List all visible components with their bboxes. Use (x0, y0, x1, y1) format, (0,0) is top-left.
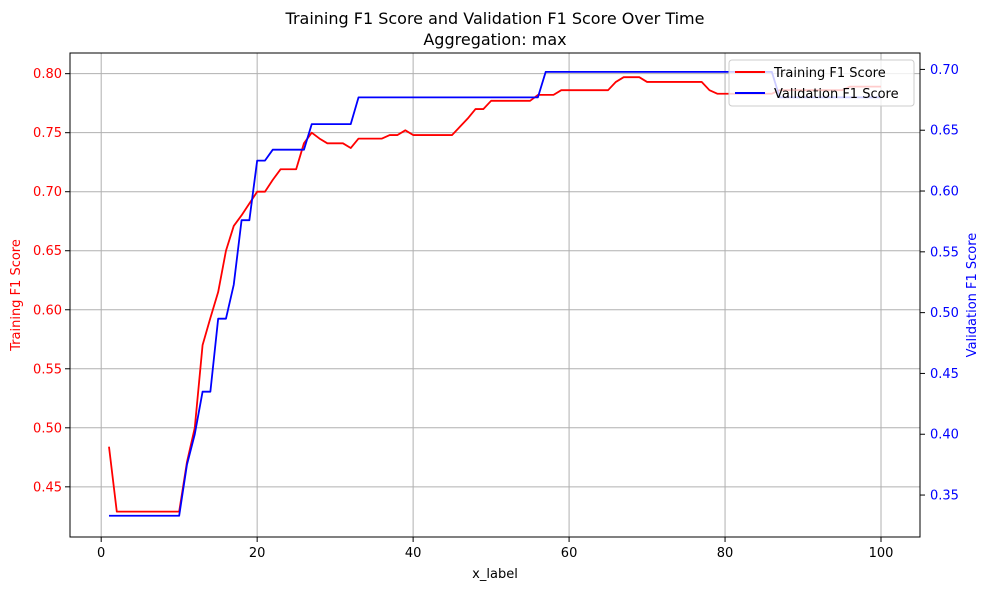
y-left-tick-label: 0.50 (33, 421, 62, 436)
x-axis-label: x_label (472, 567, 518, 582)
legend-box (728, 59, 915, 107)
y-axis-right-label: Validation F1 Score (965, 233, 980, 358)
x-tick-label: 100 (869, 546, 894, 561)
y-axis-left-label: Training F1 Score (9, 239, 24, 352)
y-left-tick-label: 0.55 (33, 362, 62, 377)
y-left-tick-label: 0.65 (33, 244, 62, 259)
y-left-tick-label: 0.45 (33, 480, 62, 495)
x-tick-label: 40 (405, 546, 422, 561)
y-left-tick-label: 0.60 (33, 303, 62, 318)
x-tick-label: 60 (561, 546, 578, 561)
y-right-tick-label: 0.45 (930, 367, 959, 382)
y-axis-right: 0.35 0.40 0.45 0.50 0.55 0.60 0.65 0.70 (920, 63, 959, 504)
y-right-tick-label: 0.60 (930, 185, 959, 200)
legend-label-validation: Validation F1 Score (774, 87, 899, 102)
y-right-tick-label: 0.55 (930, 245, 959, 260)
y-axis-left: 0.45 0.50 0.55 0.60 0.65 0.70 0.75 0.80 (33, 67, 70, 495)
plot-frame (69, 52, 921, 538)
y-right-tick-label: 0.40 (930, 428, 959, 443)
y-right-tick-label: 0.35 (930, 489, 959, 504)
x-tick-label: 0 (97, 546, 105, 561)
chart-title: Training F1 Score and Validation F1 Scor… (285, 9, 705, 28)
legend: Training F1 Score Validation F1 Score (728, 59, 915, 107)
x-tick-label: 20 (249, 546, 266, 561)
grid (70, 53, 920, 537)
y-left-tick-label: 0.75 (33, 126, 62, 141)
y-right-tick-label: 0.70 (930, 63, 959, 78)
x-axis: 0 20 40 60 80 100 (97, 537, 893, 561)
y-right-tick-label: 0.65 (930, 124, 959, 139)
y-left-tick-label: 0.80 (33, 67, 62, 82)
y-right-tick-label: 0.50 (930, 306, 959, 321)
y-left-tick-label: 0.70 (33, 185, 62, 200)
legend-label-training: Training F1 Score (773, 66, 886, 81)
x-tick-label: 80 (717, 546, 734, 561)
chart-subtitle: Aggregation: max (423, 30, 566, 49)
